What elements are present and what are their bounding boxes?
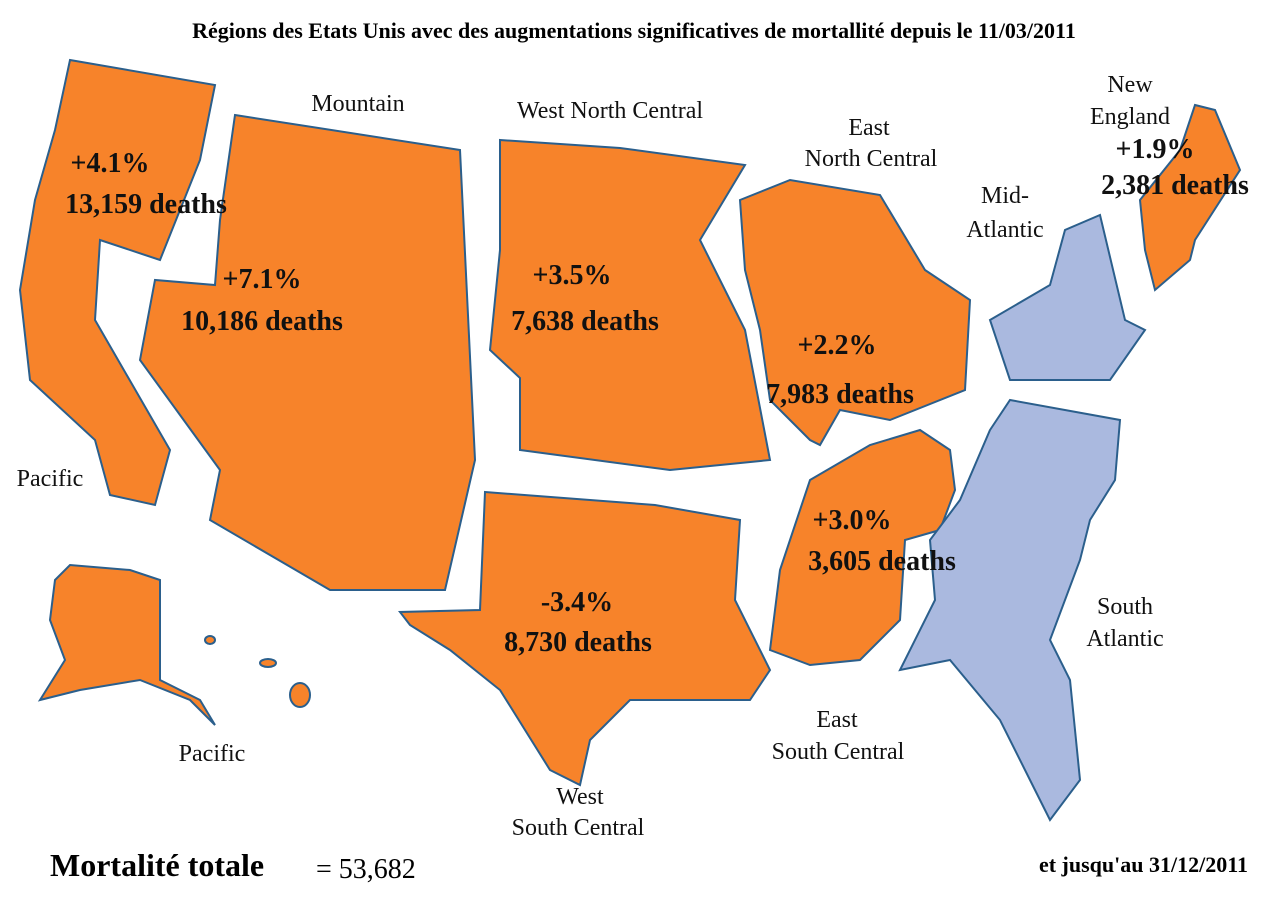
- new-england-shape: [1138, 103, 1242, 292]
- region-name: Atlantic: [966, 217, 1043, 243]
- region-change: +2.2%: [798, 330, 877, 361]
- region-name: North Central: [805, 146, 938, 172]
- region-deaths: 3,605 deaths: [808, 546, 956, 577]
- region-name: West North Central: [517, 98, 703, 124]
- region-change: -3.4%: [541, 587, 613, 618]
- enc-shape: [738, 178, 972, 447]
- region-name: Pacific: [17, 466, 84, 492]
- region-name: New: [1107, 72, 1153, 98]
- hawaii-shape: [204, 635, 216, 645]
- region-name: England: [1090, 104, 1170, 130]
- wnc-shape: [488, 138, 772, 472]
- region-name: Mid-: [981, 183, 1029, 209]
- pacific-shape: [18, 58, 217, 507]
- alaska-shape: [37, 563, 216, 726]
- region-deaths: 8,730 deaths: [504, 627, 652, 658]
- regions-shapes: [18, 58, 1242, 822]
- total-label: Mortalité totale: [50, 847, 264, 883]
- region-deaths: 13,159 deaths: [65, 189, 227, 220]
- hawaii-shape: [289, 682, 311, 708]
- region-deaths: 7,638 deaths: [511, 306, 659, 337]
- region-name: South: [1097, 594, 1153, 620]
- region-change: +7.1%: [223, 264, 302, 295]
- wsc-shape: [398, 490, 772, 787]
- esc-shape: [768, 428, 957, 667]
- region-name: Mountain: [311, 91, 404, 117]
- region-name: East: [816, 707, 858, 733]
- region-name: Atlantic: [1086, 626, 1163, 652]
- mid-atlantic-shape: [988, 213, 1147, 381]
- title: Régions des Etats Unis avec des augmenta…: [192, 18, 1076, 43]
- region-change: +1.9%: [1116, 134, 1195, 165]
- region-change: +3.0%: [813, 505, 892, 536]
- region-name: South Central: [512, 815, 645, 841]
- region-change: +3.5%: [533, 260, 612, 291]
- region-name: West: [556, 784, 604, 810]
- south-atlantic-shape: [898, 398, 1122, 822]
- region-deaths: 2,381 deaths: [1101, 170, 1249, 201]
- total-value: = 53,682: [316, 854, 416, 885]
- region-deaths: 10,186 deaths: [181, 306, 343, 337]
- region-name: South Central: [772, 739, 905, 765]
- mountain-shape: [138, 113, 477, 591]
- region-name: Pacific: [179, 741, 246, 767]
- hawaii-shape: [259, 658, 277, 668]
- region-change: +4.1%: [71, 148, 150, 179]
- date-note: et jusqu'au 31/12/2011: [1039, 852, 1248, 877]
- region-deaths: 7,983 deaths: [766, 379, 914, 410]
- region-name: East: [848, 115, 890, 141]
